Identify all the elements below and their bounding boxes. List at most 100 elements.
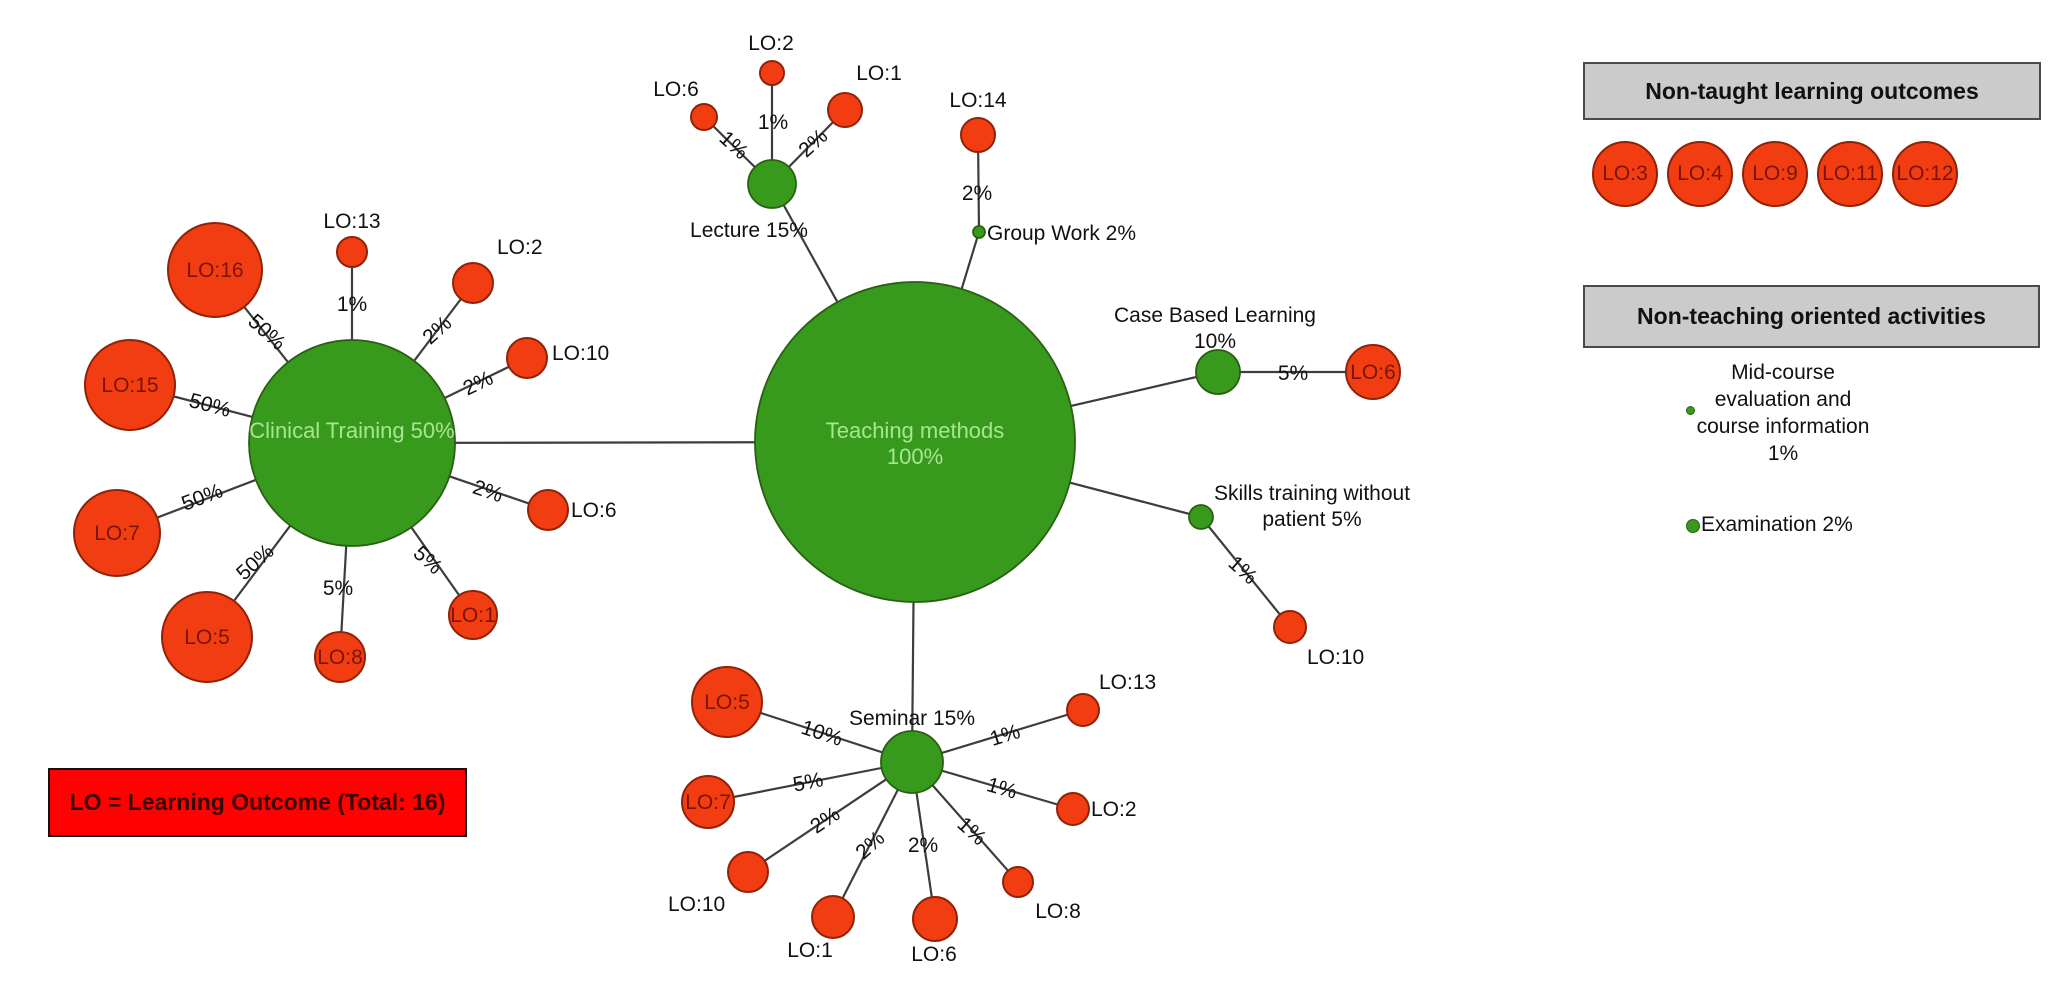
label-cbl_lo6: LO:6 [1350,361,1396,384]
edge-label-groupwork-g_lo14: 2% [962,182,992,205]
mid-course-evaluation-label: Mid-course evaluation and course informati… [1658,359,1908,467]
node-c_lo10 [506,337,548,379]
edge-label-clinical-c_lo16: 50% [243,310,290,355]
examination-line: Examination 2% [1701,513,1853,536]
node-se_lo6 [912,896,958,942]
label-se_lo7: LO:7 [685,791,731,814]
mid-course-evaluation-line: course information [1696,415,1870,438]
node-c_lo1 [448,590,498,640]
non-taught-circle-lo9: LO:9 [1742,141,1808,207]
edge-label-seminar-se_lo10: 2% [806,802,844,838]
label-seminar: Seminar 15% [849,707,975,730]
mid-course-dot-icon [1686,406,1695,415]
edge-label-clinical-c_lo7: 50% [178,479,225,516]
label-se_lo5: LO:5 [704,691,750,714]
mid-course-evaluation-line: Mid-course [1731,361,1835,384]
label-cbl: 10% [1194,330,1236,353]
label-c_lo1: LO:1 [450,604,496,627]
edge-label-lecture-l_lo2: 1% [758,111,788,134]
label-c_lo7: LO:7 [94,522,140,545]
label-se_lo8: LO:8 [1035,900,1081,923]
examination-label: Examination 2% [1701,513,1853,537]
node-se_lo7 [681,775,735,829]
node-c_lo6 [527,489,569,531]
node-c_lo7 [73,489,161,577]
edge-label-cbl-cbl_lo6: 5% [1278,362,1308,385]
edge-seminar-se_lo10 [747,761,913,873]
non-taught-circle-lo11: LO:11 [1817,141,1883,207]
examination-dot-icon [1686,519,1700,533]
edge-seminar-se_lo7 [707,760,913,804]
label-c_lo6: LO:6 [571,499,617,522]
node-l_lo2 [759,60,785,86]
edge-label-clinical-c_lo10: 2% [460,366,497,400]
node-se_lo5 [691,666,763,738]
label-c_lo10: LO:10 [552,342,609,365]
label-clinical: Clinical Training 50% [249,418,454,443]
node-c_lo16 [167,222,263,318]
edge-label-seminar-se_lo6: 2% [908,834,938,857]
node-se_lo10 [727,851,769,893]
label-l_lo6: LO:6 [653,78,699,101]
label-teaching: Teaching methods [826,418,1005,443]
node-c_lo2 [452,262,494,304]
edge-label-clinical-c_lo8: 5% [323,577,353,600]
label-se_lo1: LO:1 [787,939,833,962]
label-cbl: Case Based Learning [1114,304,1316,327]
edge-label-seminar-se_lo2: 1% [984,773,1020,804]
label-se_lo6: LO:6 [911,943,957,966]
edge-label-clinical-c_lo15: 50% [187,389,233,422]
node-groupwork [972,225,986,239]
label-lecture: Lecture 15% [690,219,808,242]
edge-skills-s_lo10 [1200,516,1291,628]
label-c_lo5: LO:5 [184,626,230,649]
node-seminar [880,730,944,794]
label-c_lo13: LO:13 [323,210,380,233]
legend-box: LO = Learning Outcome (Total: 16) [48,768,467,837]
label-skills: patient 5% [1262,508,1361,531]
non-taught-circle-lo12: LO:12 [1892,141,1958,207]
node-cbl_lo6 [1345,344,1401,400]
node-teaching [754,281,1076,603]
label-c_lo15: LO:15 [101,374,158,397]
node-cbl [1195,349,1241,395]
edge-label-seminar-se_lo1: 2% [851,827,889,864]
edge-label-clinical-c_lo6: 2% [470,476,506,508]
label-l_lo1: LO:1 [856,62,902,85]
edge-label-clinical-c_lo1: 5% [409,542,447,579]
label-skills: Skills training without [1214,482,1410,505]
label-g_lo14: LO:14 [949,89,1007,112]
node-s_lo10 [1273,610,1307,644]
edge-label-clinical-c_lo2: 2% [418,312,456,349]
non-taught-outcomes-header: Non-taught learning outcomes [1583,62,2041,120]
edge-label-seminar-se_lo7: 5% [791,768,825,796]
label-teaching: 100% [887,444,943,469]
non-teaching-activities-header: Non-teaching oriented activities [1583,285,2040,348]
non-taught-circle-lo4: LO:4 [1667,141,1733,207]
label-l_lo2: LO:2 [748,32,794,55]
node-se_lo2 [1056,792,1090,826]
node-l_lo1 [827,92,863,128]
edge-label-seminar-se_lo5: 10% [798,716,845,751]
edge-label-clinical-c_lo5: 50% [232,540,279,585]
node-c_lo13 [336,236,368,268]
label-se_lo10: LO:10 [668,893,725,916]
label-groupwork: Group Work 2% [987,222,1136,245]
label-c_lo16: LO:16 [186,259,243,282]
edge-label-seminar-se_lo13: 1% [987,720,1023,751]
mid-course-evaluation-line: evaluation and [1714,388,1852,411]
mid-course-evaluation-line: 1% [1767,442,1799,465]
node-g_lo14 [960,117,996,153]
label-se_lo13: LO:13 [1099,671,1156,694]
node-l_lo6 [690,103,718,131]
node-se_lo13 [1066,693,1100,727]
node-skills [1188,504,1214,530]
label-c_lo8: LO:8 [317,646,363,669]
node-c_lo5 [161,591,253,683]
edge-label-clinical-c_lo13: 1% [337,293,367,316]
label-c_lo2: LO:2 [497,236,543,259]
label-se_lo2: LO:2 [1091,798,1137,821]
node-se_lo8 [1002,866,1034,898]
